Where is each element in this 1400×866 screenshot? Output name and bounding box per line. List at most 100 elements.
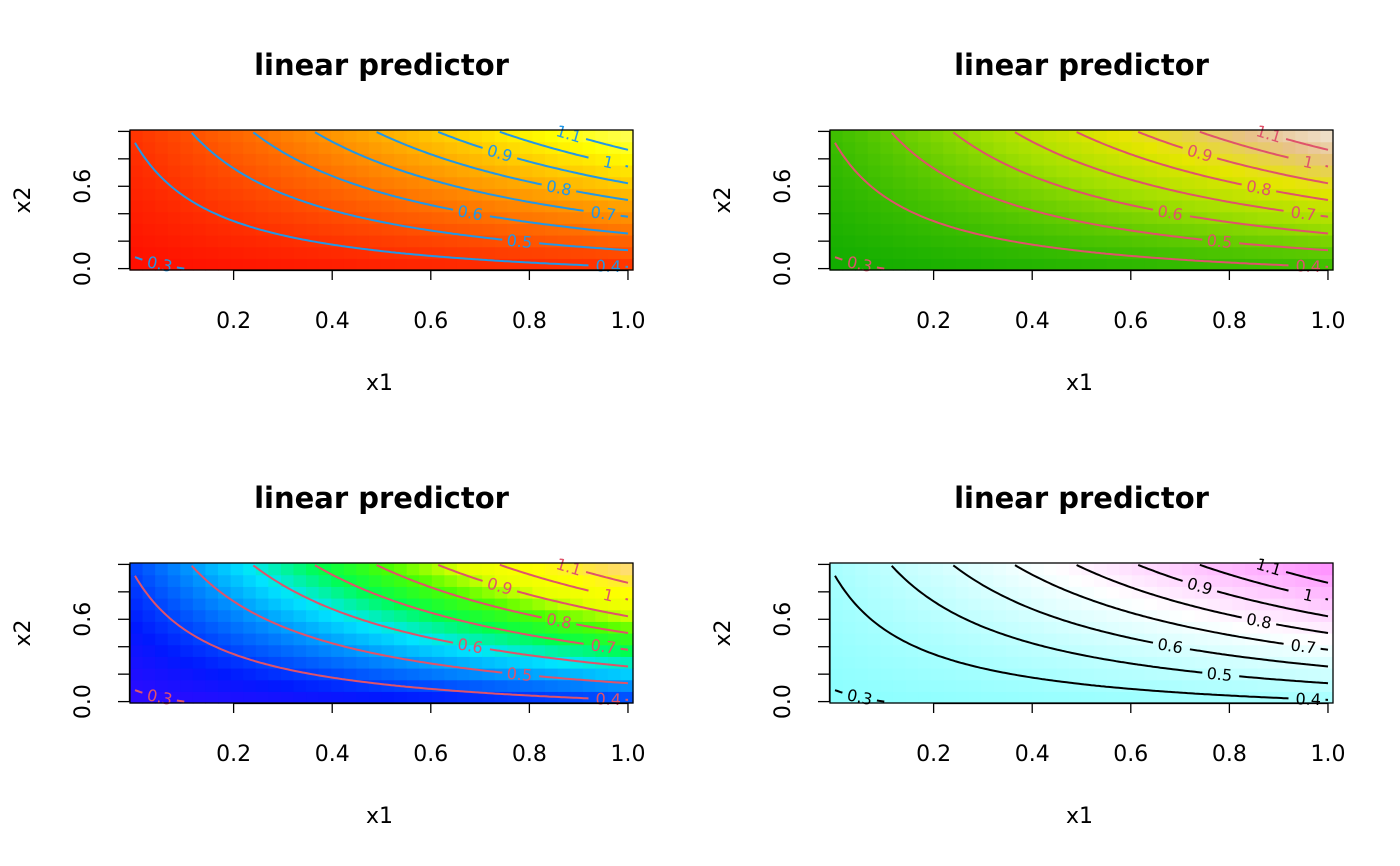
heatmap-cell [192, 586, 207, 599]
heatmap-cell [595, 235, 609, 248]
heatmap-cell [1307, 633, 1322, 646]
heatmap-cell [1257, 621, 1271, 634]
heatmap-cell [1194, 141, 1208, 154]
contour-line-0.9 [437, 130, 483, 149]
x-tick-label: 0.8 [1212, 309, 1247, 334]
heatmap-cell [318, 609, 332, 622]
heatmap-cell [1182, 563, 1196, 576]
heatmap-cell [218, 598, 232, 611]
heatmap-cell [419, 598, 433, 611]
heatmap-cell [930, 668, 944, 681]
heatmap-cell [830, 176, 844, 189]
contour-line-0.8 [376, 131, 542, 186]
heatmap-cell [482, 563, 496, 576]
heatmap-cell [1257, 188, 1271, 201]
heatmap-cell [918, 586, 932, 599]
contour-lines: 0.3 0.40.50.6 0.70.80.9 11.1 [834, 121, 1329, 276]
heatmap-cell [142, 598, 156, 611]
heatmap-cell [394, 644, 408, 657]
heatmap-cell [331, 165, 345, 178]
heatmap-cell [955, 598, 969, 611]
contour-line-0.3 [876, 699, 885, 703]
heatmap-cell [842, 223, 856, 236]
heatmap-cell [880, 621, 894, 634]
heatmap-cell [993, 633, 1007, 646]
heatmap-cell [1081, 176, 1095, 189]
heatmap-cell [406, 188, 420, 201]
heatmap-cell [444, 211, 458, 224]
x-tick-label: 0.4 [315, 309, 350, 334]
heatmap-cell [1094, 586, 1108, 599]
heatmap-cell [1068, 691, 1083, 704]
heatmap-cell [167, 130, 181, 143]
heatmap-cell [1169, 246, 1183, 259]
heatmap-cell [930, 258, 944, 271]
heatmap-cell [1282, 691, 1296, 704]
heatmap-cell [218, 656, 232, 669]
heatmap-cell [544, 621, 559, 634]
contour-label: 0.5 [506, 231, 533, 252]
heatmap-cell [1257, 211, 1271, 224]
heatmap-cell [1006, 211, 1020, 224]
heatmap-cell [243, 598, 257, 611]
heatmap-cell [930, 609, 944, 622]
contour-line-0.6 [252, 131, 454, 211]
heatmap-cell [293, 598, 307, 611]
heatmap-cell [1244, 563, 1259, 576]
heatmap-cell [368, 246, 383, 259]
heatmap-cell [1270, 644, 1284, 657]
heatmap-cell [1207, 235, 1221, 248]
heatmap-cell [167, 679, 181, 692]
heatmap-cell [905, 200, 919, 213]
heatmap-cell [1043, 586, 1057, 599]
heatmap-cell [444, 644, 458, 657]
contour-line-0.6 [1189, 215, 1329, 235]
heatmap-cell [1018, 246, 1032, 259]
heatmap-cell [544, 130, 559, 143]
heatmap-cell [507, 644, 521, 657]
heatmap-cell [1106, 211, 1120, 224]
heatmap-cell [469, 691, 483, 704]
heatmap-cell [544, 586, 559, 599]
heatmap-cell [507, 141, 521, 154]
heatmap-cell [419, 200, 433, 213]
heatmap-cell [892, 574, 907, 587]
heatmap-cell [218, 574, 232, 587]
heatmap-cell [955, 679, 969, 692]
heatmap-cell [880, 574, 894, 587]
heatmap-cell [1207, 258, 1221, 271]
heatmap-cell [456, 176, 471, 189]
heatmap-cell [406, 668, 420, 681]
heatmap-cell [980, 574, 995, 587]
heatmap-cell [1131, 668, 1145, 681]
heatmap-cell [993, 246, 1007, 259]
heatmap-cell [1219, 598, 1233, 611]
heatmap-cell [1219, 235, 1233, 248]
heatmap-cell [1207, 656, 1221, 669]
heatmap-cell [607, 211, 622, 224]
heatmap-cell [980, 563, 995, 576]
heatmap-cell [1119, 621, 1133, 634]
heatmap-cell [406, 586, 420, 599]
heatmap-cell [1182, 609, 1196, 622]
heatmap-cell [1031, 633, 1045, 646]
heatmap-cell [1144, 668, 1158, 681]
heatmap-cell [130, 165, 144, 178]
contour-line-0.4 [134, 575, 589, 700]
heatmap-cell [507, 586, 521, 599]
heatmap-cell [280, 200, 295, 213]
heatmap-cell [293, 223, 307, 236]
heatmap-cell [1131, 211, 1145, 224]
heatmap-cell [142, 188, 156, 201]
heatmap-cell [1006, 141, 1020, 154]
heatmap-cell [155, 165, 169, 178]
heatmap-cell [1018, 679, 1032, 692]
heatmap-cell [968, 165, 982, 178]
heatmap-cell [142, 656, 156, 669]
heatmap-cell [394, 609, 408, 622]
heatmap-cell [243, 586, 257, 599]
heatmap-cell [243, 153, 257, 166]
heatmap-cell [444, 679, 458, 692]
heatmap-cell [243, 165, 257, 178]
heatmap-cell [943, 679, 957, 692]
